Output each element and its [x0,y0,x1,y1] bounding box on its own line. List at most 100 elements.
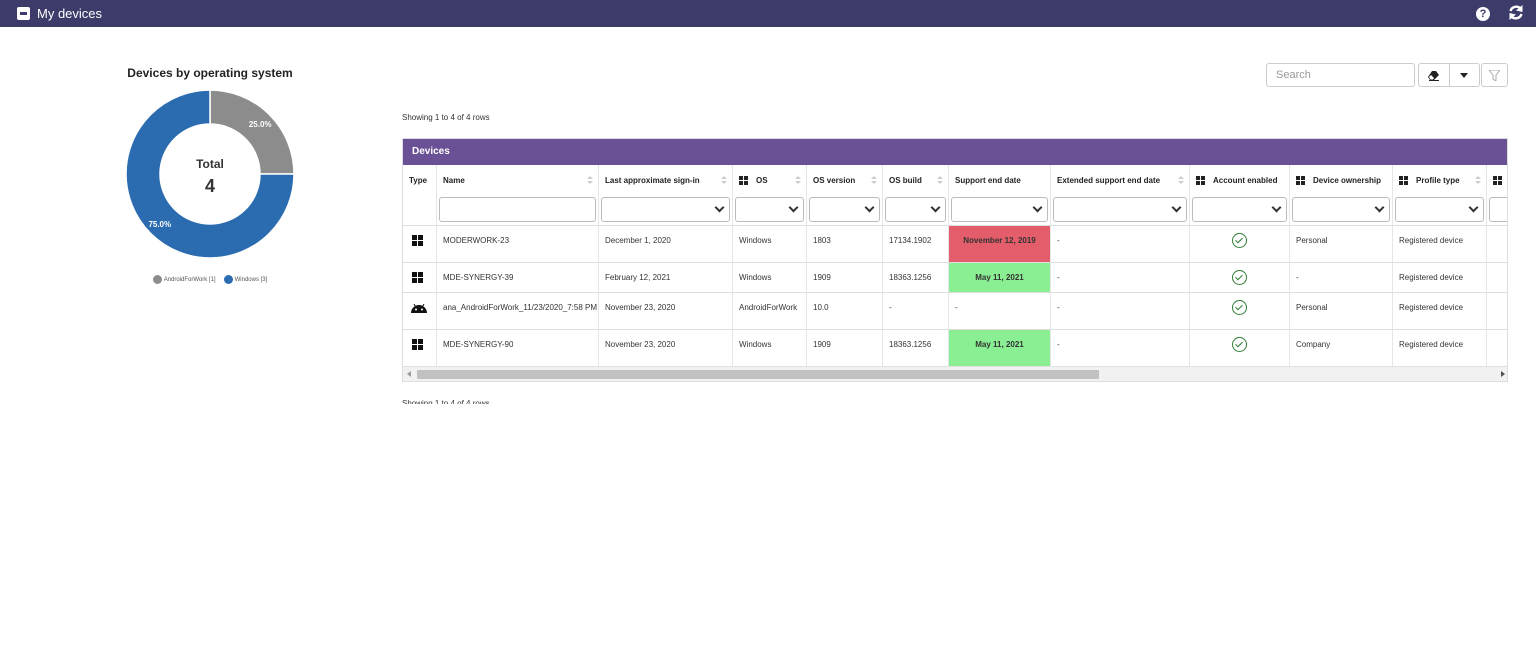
table-cell-profile-type: Registered device [1393,263,1487,292]
table-cell-os-version: 10.0 [807,293,883,329]
table-cell-extended-support-end-date: - [1051,293,1190,329]
chevron-down-icon [864,202,875,213]
table-cell-support-end-date: May 11, 2021 [949,263,1051,292]
sort-icon[interactable] [721,176,727,185]
columns-dropdown-button[interactable] [1448,64,1480,86]
filter-select[interactable] [735,197,804,222]
column-header-4[interactable]: OS version [807,165,883,195]
table-row[interactable]: ana_AndroidForWork_11/23/2020_7:58 PM Nov… [403,292,1507,329]
caret-down-icon [1460,72,1469,78]
filter-input[interactable] [439,197,596,222]
column-header-8: Account enabled [1190,165,1290,195]
filter-select[interactable] [885,197,946,222]
filter-select[interactable] [951,197,1048,222]
collapse-icon[interactable] [17,7,30,20]
column-header-label: OS version [813,175,856,185]
legend-item-1[interactable]: Windows [3] [223,275,267,284]
sort-icon[interactable] [795,176,801,185]
filter-select[interactable] [809,197,880,222]
sort-icon[interactable] [871,176,877,185]
sort-icon[interactable] [1178,176,1184,185]
column-header-6: Support end date [949,165,1051,195]
filter-select[interactable] [1053,197,1187,222]
scroll-left-arrow-icon[interactable] [407,371,411,377]
table-cell-support-end-date: May 11, 2021 [949,330,1051,366]
table-cell-account-enabled [1190,293,1290,329]
column-header-1[interactable]: Name [437,165,599,195]
table-cell-account-enabled [1190,330,1290,366]
scroll-right-arrow-icon[interactable] [1501,371,1505,377]
horizontal-scrollbar[interactable] [403,366,1507,381]
filter-cell-10 [1393,195,1487,225]
check-circle-icon [1232,270,1247,285]
search-input[interactable] [1266,63,1415,87]
sort-icon[interactable] [937,176,943,185]
column-header-3[interactable]: OS [733,165,807,195]
table-cell-extra [1487,263,1507,292]
filter-cell-4 [807,195,883,225]
column-header-2[interactable]: Last approximate sign-in [599,165,733,195]
chart-title: Devices by operating system [127,66,293,80]
help-icon[interactable]: ? [1476,7,1490,21]
column-header-7[interactable]: Extended support end date [1051,165,1190,195]
filter-select[interactable] [1292,197,1390,222]
filter-input[interactable] [1489,197,1507,222]
donut-slice-label-0: 25.0% [249,120,272,129]
table-cell-profile-type: Registered device [1393,226,1487,262]
table-cell-account-enabled [1190,226,1290,262]
donut-slice-1[interactable] [125,89,295,259]
sort-icon[interactable] [587,176,593,185]
legend-item-0[interactable]: AndroidForWork [1] [152,275,216,284]
sort-icon[interactable] [1475,176,1481,185]
table-cell-os-build: 18363.1256 [883,330,949,366]
donut-center-value: 4 [205,176,215,196]
clear-filter-button[interactable] [1419,64,1449,86]
chart-legend: AndroidForWork [1] Windows [3] [100,275,320,284]
table-cell-os: Windows [733,330,807,366]
table-cell-os: Windows [733,226,807,262]
windows-icon [412,235,424,247]
donut-slice-label-1: 75.0% [148,220,171,229]
grid-icon [1399,175,1408,185]
chevron-down-icon [1032,202,1043,213]
refresh-icon[interactable] [1507,3,1525,23]
table-cell-name: ana_AndroidForWork_11/23/2020_7:58 PM [437,293,599,329]
chevron-down-icon [1374,202,1385,213]
table-cell-account-enabled [1190,263,1290,292]
table-cell-device-ownership: - [1290,263,1393,292]
table-row[interactable]: MODERWORK-23 December 1, 2020 Windows 1803 1… [403,225,1507,262]
pagination-info-top: Showing 1 to 4 of 4 rows [402,113,490,122]
chevron-down-icon [1271,202,1282,213]
column-header-10[interactable]: Profile type [1393,165,1487,195]
table-row[interactable]: MDE-SYNERGY-90 November 23, 2020 Windows 19… [403,329,1507,366]
filter-select[interactable] [1192,197,1287,222]
table-cell-support-end-date: November 12, 2019 [949,226,1051,262]
page-title: My devices [37,6,103,21]
filter-cell-6 [949,195,1051,225]
scrollbar-thumb[interactable] [417,370,1099,379]
column-header-5[interactable]: OS build [883,165,949,195]
pagination-info-bottom: Showing 1 to 4 of 4 rows [402,399,490,404]
filter-select[interactable] [601,197,730,222]
filter-cell-1 [437,195,599,225]
chevron-down-icon [714,202,725,213]
windows-icon [412,272,424,284]
grid-icon [739,175,748,185]
legend-dot-icon [152,275,162,284]
column-header-label: Type [409,175,428,185]
grid-icon [1296,175,1305,185]
title-bar: My devices ? [0,0,1536,27]
table-cell-os-build: - [883,293,949,329]
eraser-icon [1428,70,1440,81]
table-cell-extended-support-end-date: - [1051,226,1190,262]
filter-button[interactable] [1481,63,1508,87]
column-header-label: Account enabled [1213,175,1278,185]
table-cell-extra [1487,293,1507,329]
filter-cell-5 [883,195,949,225]
table-cell-extra [1487,226,1507,262]
filter-select[interactable] [1395,197,1484,222]
table-cell-name: MDE-SYNERGY-39 [437,263,599,292]
table-row[interactable]: MDE-SYNERGY-39 February 12, 2021 Windows 19… [403,262,1507,292]
column-header-label: Extended support end date [1057,175,1161,185]
check-circle-icon [1232,233,1247,248]
